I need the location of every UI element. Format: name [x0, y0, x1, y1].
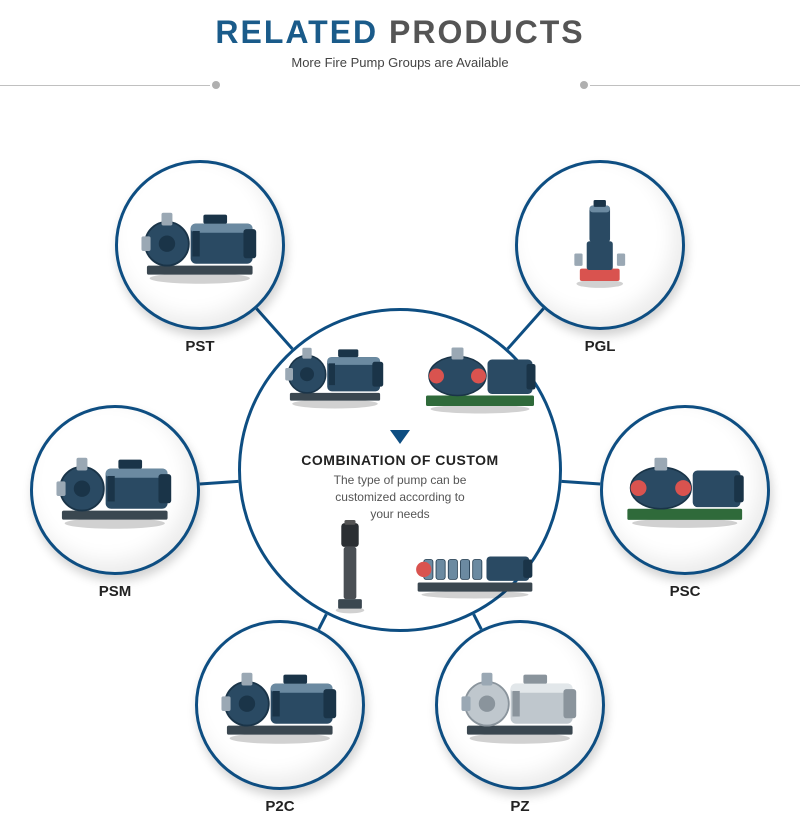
- pump-icon: [621, 445, 749, 534]
- pump-icon: [216, 660, 344, 749]
- pump-icon: [136, 200, 264, 289]
- center-pump-0: [280, 340, 390, 410]
- connector-psc: [562, 481, 601, 484]
- product-circle: [195, 620, 365, 790]
- product-node-pz[interactable]: PZ: [435, 620, 605, 815]
- center-text: The type of pump can becustomized accord…: [290, 472, 510, 522]
- pump-icon: [456, 660, 584, 749]
- divider-right: [590, 85, 800, 86]
- pump-icon: [280, 340, 390, 410]
- product-label-pgl: PGL: [515, 338, 685, 355]
- product-circle: [30, 405, 200, 575]
- product-label-p2c: P2C: [195, 798, 365, 815]
- center-heading: COMBINATION OF CUSTOM: [290, 452, 510, 468]
- product-node-p2c[interactable]: P2C: [195, 620, 365, 815]
- connector-psm: [200, 481, 239, 484]
- title-rest: PRODUCTS: [378, 14, 584, 50]
- product-circle: [515, 160, 685, 330]
- divider-dot-left: [212, 81, 220, 89]
- chevron-down-icon: [390, 430, 410, 444]
- product-label-pz: PZ: [435, 798, 605, 815]
- product-circle: [600, 405, 770, 575]
- pump-icon: [330, 520, 370, 615]
- divider: [0, 76, 800, 94]
- product-circle: [435, 620, 605, 790]
- divider-left: [0, 85, 210, 86]
- product-label-psm: PSM: [30, 583, 200, 600]
- product-node-psm[interactable]: PSM: [30, 405, 200, 600]
- product-node-pgl[interactable]: PGL: [515, 160, 685, 355]
- divider-dot-right: [580, 81, 588, 89]
- product-label-psc: PSC: [600, 583, 770, 600]
- center-pump-2: [330, 520, 370, 615]
- product-diagram: COMBINATION OF CUSTOM The type of pump c…: [0, 100, 800, 800]
- page-subtitle: More Fire Pump Groups are Available: [0, 55, 800, 70]
- header: RELATED PRODUCTS More Fire Pump Groups a…: [0, 0, 800, 94]
- product-circle: [115, 160, 285, 330]
- pump-icon: [536, 200, 664, 289]
- product-label-pst: PST: [115, 338, 285, 355]
- title-accent: RELATED: [215, 14, 378, 50]
- pump-icon: [410, 545, 540, 600]
- center-content: COMBINATION OF CUSTOM The type of pump c…: [290, 430, 510, 522]
- page-title: RELATED PRODUCTS: [0, 14, 800, 51]
- pump-icon: [51, 445, 179, 534]
- product-node-pst[interactable]: PST: [115, 160, 285, 355]
- product-node-psc[interactable]: PSC: [600, 405, 770, 600]
- center-pump-3: [410, 545, 540, 600]
